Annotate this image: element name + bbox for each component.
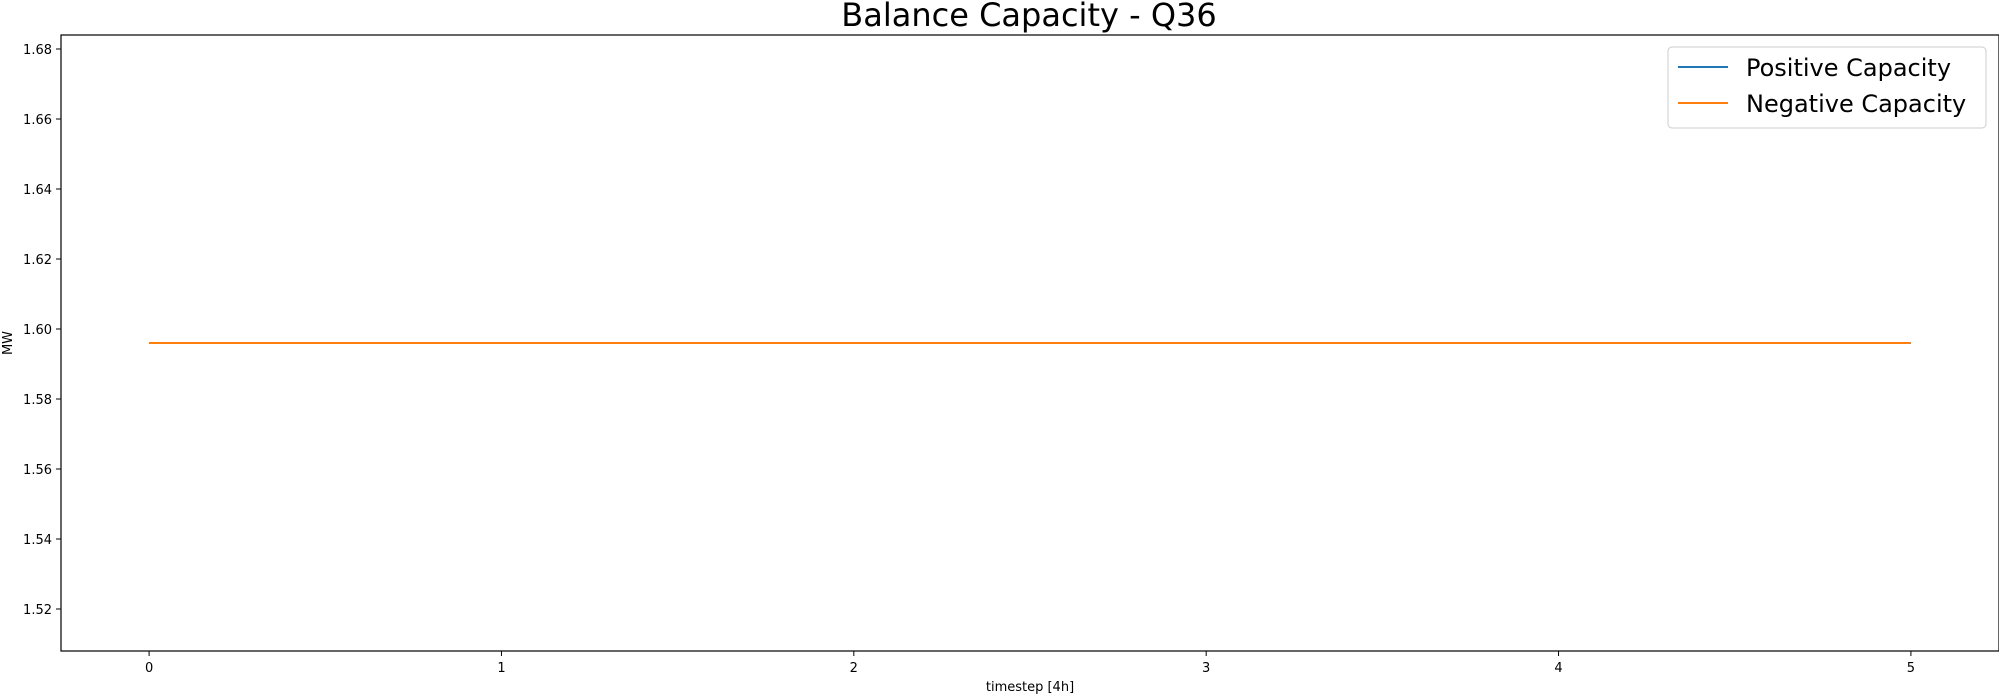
y-tick-label: 1.54 [23,533,52,548]
x-tick-label: 1 [497,661,505,676]
y-tick-label: 1.60 [23,323,52,338]
x-tick-label: 5 [1907,661,1915,676]
legend-box [1667,46,1987,129]
y-tick-label: 1.66 [23,113,52,128]
chart-title: Balance Capacity - Q36 [841,0,1216,34]
x-tick-label: 4 [1554,661,1562,676]
y-tick-label: 1.52 [23,603,52,618]
y-axis: 1.52 1.54 1.56 1.58 1.60 1.62 1.64 1.66 1.68 [23,43,61,618]
legend-label-positive-capacity: Positive Capacity [1746,54,1951,82]
y-tick-label: 1.56 [23,463,52,478]
x-tick-label: 2 [850,661,858,676]
y-tick-label: 1.62 [23,253,52,268]
plot-area-frame [60,34,1999,652]
y-tick-label: 1.64 [23,183,52,198]
x-tick-label: 3 [1202,661,1210,676]
x-axis: 0 1 2 3 4 5 [145,651,1915,676]
x-axis-label: timestep [4h] [986,680,1074,695]
x-tick-label: 0 [145,661,153,676]
legend: Positive Capacity Negative Capacity [1667,46,1987,129]
y-axis-label: MW [1,331,16,355]
y-tick-label: 1.68 [23,43,52,58]
legend-label-negative-capacity: Negative Capacity [1746,90,1966,118]
y-tick-label: 1.58 [23,393,52,408]
